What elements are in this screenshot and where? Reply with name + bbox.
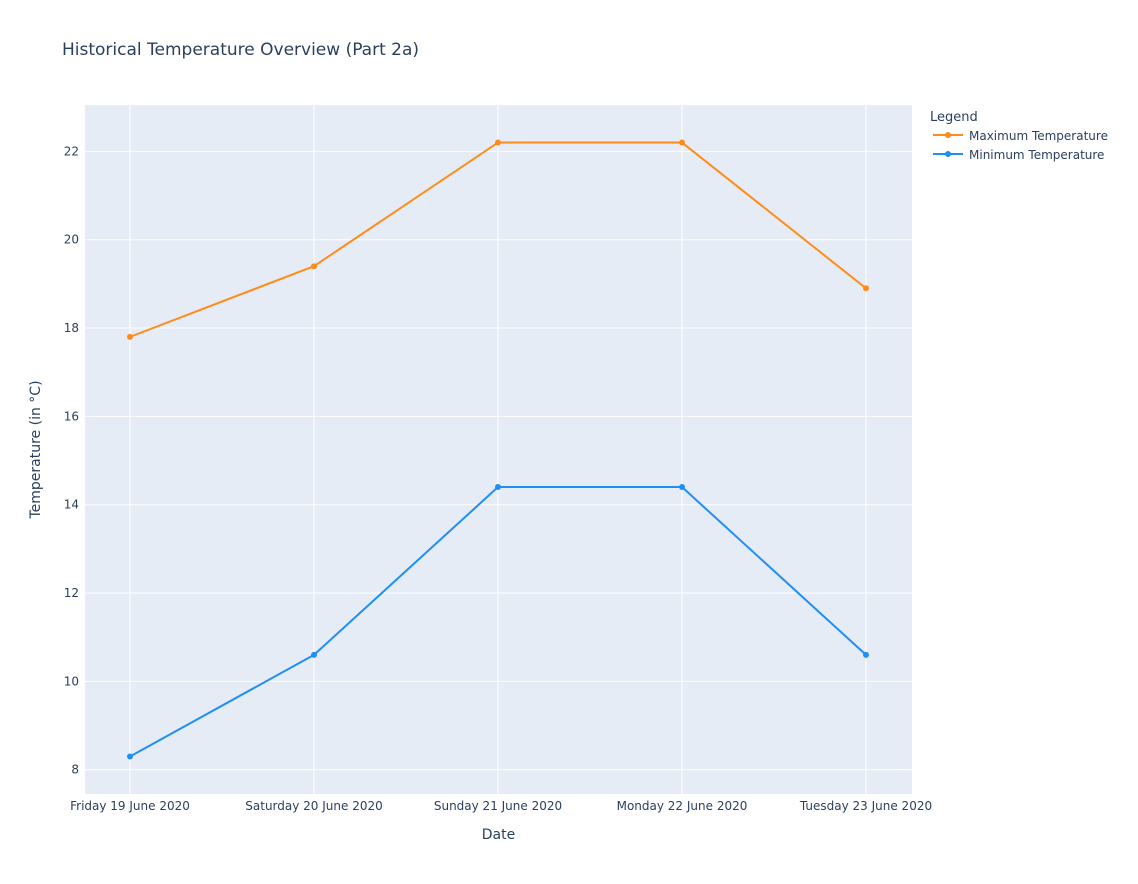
legend-label-minimum-temperature: Minimum Temperature xyxy=(969,148,1104,162)
legend-title: Legend xyxy=(930,110,978,125)
data-point-minimum-temperature[interactable] xyxy=(127,753,133,760)
y-tick-label: 16 xyxy=(64,409,79,423)
x-tick-label: Friday 19 June 2020 xyxy=(70,799,190,813)
x-tick-label: Saturday 20 June 2020 xyxy=(245,799,382,813)
legend-item-minimum-temperature[interactable]: Minimum Temperature xyxy=(933,148,1104,162)
y-tick-label: 20 xyxy=(64,233,79,247)
x-tick-label: Tuesday 23 June 2020 xyxy=(799,799,932,813)
legend-label-maximum-temperature: Maximum Temperature xyxy=(969,129,1108,143)
data-point-maximum-temperature[interactable] xyxy=(311,263,317,270)
data-point-maximum-temperature[interactable] xyxy=(127,333,133,340)
legend: Legend Maximum Temperature Minimum Tempe… xyxy=(930,110,1108,162)
data-point-minimum-temperature[interactable] xyxy=(863,651,869,658)
y-tick-label: 12 xyxy=(64,586,79,600)
chart-title: Historical Temperature Overview (Part 2a… xyxy=(62,40,419,60)
data-point-maximum-temperature[interactable] xyxy=(863,285,869,292)
legend-marker-maximum-temperature xyxy=(945,132,951,138)
data-point-maximum-temperature[interactable] xyxy=(495,139,501,146)
y-tick-label: 22 xyxy=(64,144,79,158)
tick-labels: 8 10 12 14 16 18 20 22 Friday 19 June 2020 Saturd… xyxy=(64,144,932,813)
legend-marker-minimum-temperature xyxy=(945,151,951,157)
series-layer xyxy=(127,139,869,760)
data-point-maximum-temperature[interactable] xyxy=(679,139,685,146)
y-axis-title: Temperature (in °C) xyxy=(28,380,44,519)
y-tick-label: 10 xyxy=(64,674,79,688)
y-tick-label: 8 xyxy=(71,763,79,777)
x-tick-label: Sunday 21 June 2020 xyxy=(434,799,562,813)
legend-item-maximum-temperature[interactable]: Maximum Temperature xyxy=(933,129,1108,143)
y-tick-label: 18 xyxy=(64,321,79,335)
series-maximum-temperature xyxy=(127,139,869,340)
data-point-minimum-temperature[interactable] xyxy=(495,484,501,491)
series-minimum-temperature xyxy=(127,484,869,760)
x-axis-title: Date xyxy=(482,827,515,843)
x-tick-label: Monday 22 June 2020 xyxy=(617,799,748,813)
data-point-minimum-temperature[interactable] xyxy=(679,484,685,491)
y-tick-label: 14 xyxy=(64,498,79,512)
data-point-minimum-temperature[interactable] xyxy=(311,651,317,658)
gridlines xyxy=(85,105,912,794)
